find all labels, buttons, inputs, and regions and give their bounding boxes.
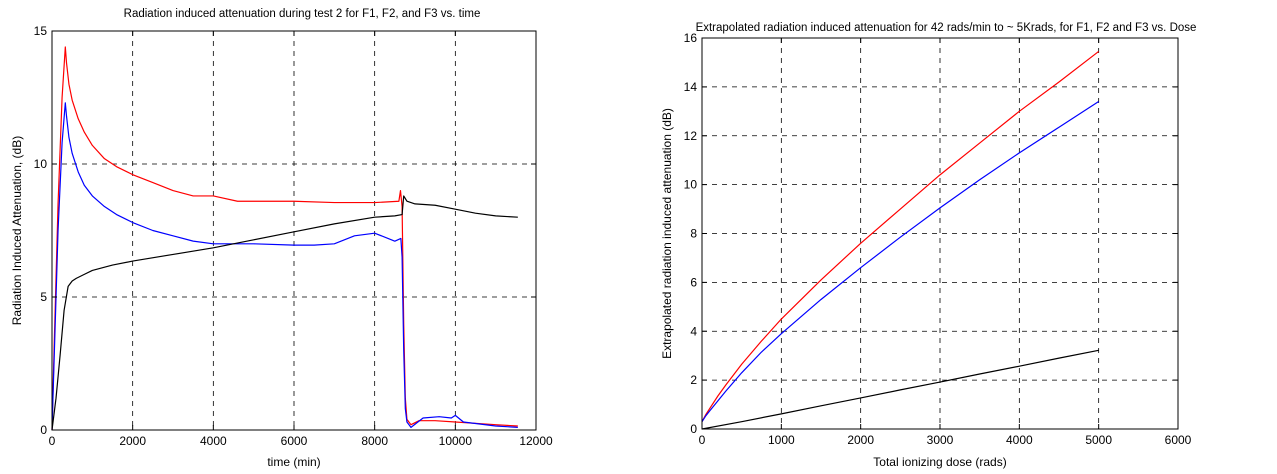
x-tick-label: 2000 [847,433,874,447]
x-tick-label: 6000 [281,434,308,448]
y-tick-label: 0 [40,423,47,437]
y-axis-label: Extrapolated radiation induced attenuati… [660,108,674,359]
y-tick-label: 5 [40,290,47,304]
chart-dose: 0 1000 2000 3000 4000 5000 60000246810121416Ex… [660,22,1196,469]
x-tick-label: 4000 [1006,433,1033,447]
x-tick-label: 12000 [519,434,553,448]
x-tick-label: 0 [699,433,706,447]
plot-area [702,38,1178,429]
y-axis-label: Radiation Induced Attenuation, (dB) [10,136,24,325]
x-tick-label: 5000 [1085,433,1112,447]
x-tick-label: 1000 [768,433,795,447]
series-line-2 [701,101,1099,422]
y-tick-label: 2 [690,373,697,387]
series-line-1 [51,46,518,431]
y-tick-label: 4 [690,324,697,338]
y-tick-label: 8 [690,227,697,241]
y-tick-label: 0 [690,422,697,436]
x-tick-label: 2000 [119,434,146,448]
x-tick-label: 8000 [361,434,388,448]
chart-title: Radiation induced attenuation during tes… [124,8,481,20]
series-line-2 [51,102,518,431]
y-tick-label: 12 [684,129,698,143]
series-line-3 [701,349,1099,430]
chart-title: Extrapolated radiation induced attenuati… [696,22,1197,34]
x-tick-label: 3000 [927,433,954,447]
x-tick-label: 10000 [439,434,473,448]
x-tick-label: 0 [49,434,56,448]
y-tick-label: 10 [684,178,698,192]
x-tick-label: 6000 [1165,433,1192,447]
plot-area [52,31,536,430]
x-axis-label: Total ionizing dose (rads) [873,455,1006,469]
y-tick-label: 16 [684,31,698,45]
series-line-1 [701,50,1100,422]
y-tick-label: 14 [684,80,698,94]
y-tick-label: 6 [690,275,697,289]
y-tick-label: 15 [34,24,48,38]
x-tick-label: 4000 [200,434,227,448]
x-axis-label: time (min) [267,455,320,469]
chart-time: 0 2000 4000 6000 8000 10000 12000 0 5 10 15 Radiati… [10,8,553,469]
y-tick-label: 10 [34,157,48,171]
series-line-3 [51,195,518,431]
